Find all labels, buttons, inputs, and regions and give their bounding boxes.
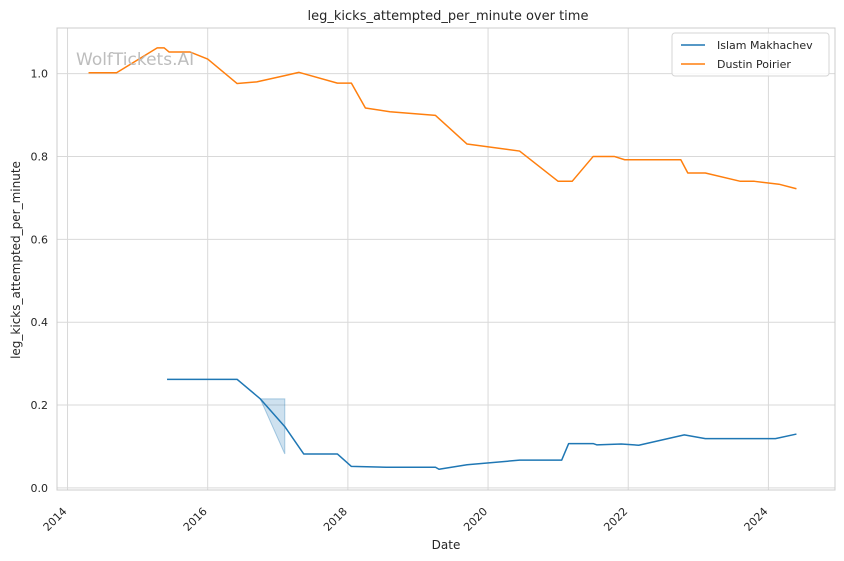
legend-label: Islam Makhachev: [717, 39, 813, 52]
y-tick-label: 0.0: [31, 482, 49, 495]
series-line-1: [88, 47, 797, 190]
y-tick-label: 1.0: [31, 68, 49, 81]
y-axis-label: leg_kicks_attempted_per_minute: [9, 161, 23, 359]
y-tick-label: 0.8: [31, 150, 49, 163]
y-axis-ticks: 0.0 0.2 0.4 0.6 0.8 1.0: [31, 68, 49, 495]
x-tick-label: 2014: [41, 505, 70, 534]
legend-box: [671, 32, 830, 77]
plot-area: [56, 27, 836, 491]
x-tick-label: 2024: [742, 505, 771, 534]
grid-lines: [57, 28, 835, 490]
x-tick-label: 2018: [321, 505, 350, 534]
x-tick-label: 2022: [601, 505, 630, 534]
series-line-0: [167, 378, 797, 471]
y-tick-label: 0.2: [31, 399, 49, 412]
watermark-text: WolfTickets.AI: [76, 50, 194, 70]
x-axis-label: Date: [432, 538, 461, 552]
x-tick-label: 2020: [461, 505, 490, 534]
confidence-band: [259, 398, 286, 455]
legend: Islam Makhachev Dustin Poirier: [671, 32, 830, 77]
legend-label: Dustin Poirier: [717, 58, 791, 71]
y-tick-label: 0.4: [31, 316, 49, 329]
x-tick-label: 2016: [181, 505, 210, 534]
confidence-bands: [259, 398, 286, 455]
chart-title: leg_kicks_attempted_per_minute over time: [308, 9, 589, 24]
y-tick-label: 0.6: [31, 233, 49, 246]
x-axis-ticks: 2014 2016 2018 2020 2022 2024: [41, 505, 771, 534]
series-lines: [88, 47, 797, 471]
